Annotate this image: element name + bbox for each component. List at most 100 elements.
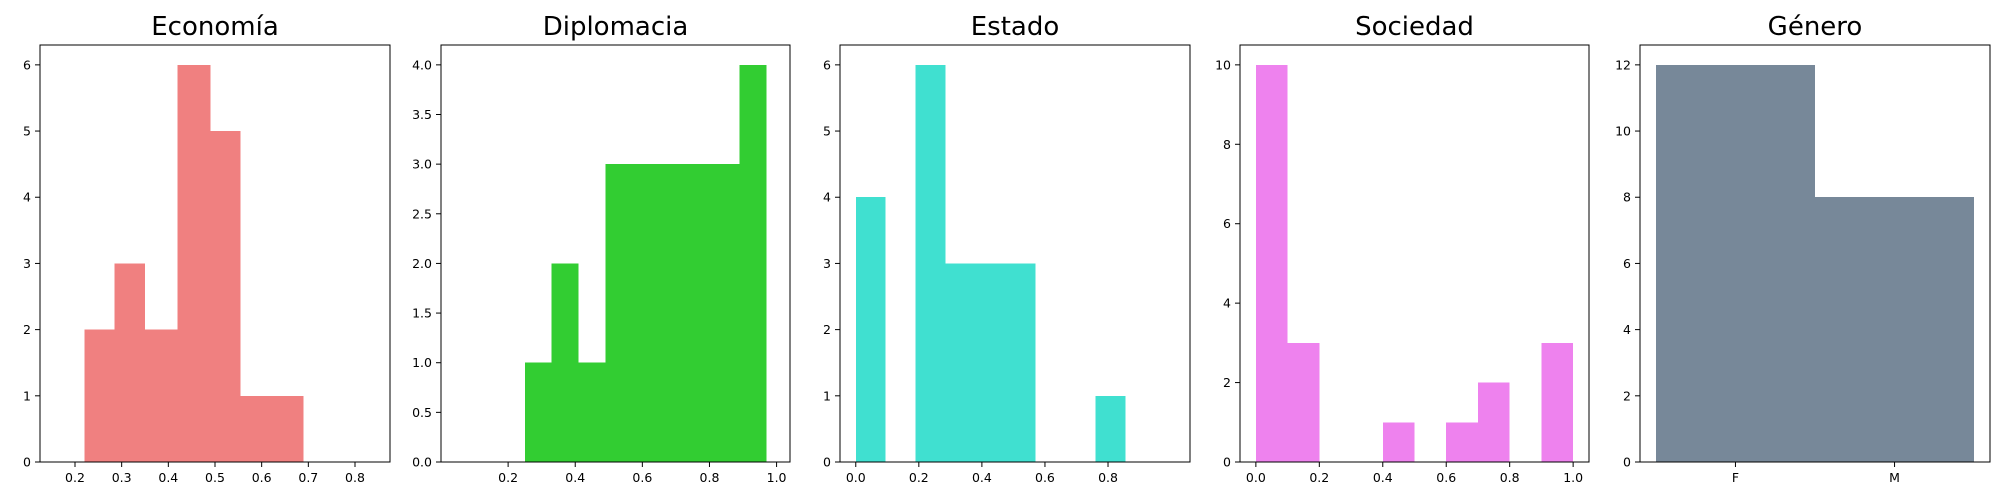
x-tick-label: 0.2 [498,470,518,485]
x-tick-label: 0.4 [972,470,992,485]
panel-sociedad: Sociedad 0.0 0.2 0.4 0.6 0.8 1.0 0 2 4 6 8 10 [1215,12,1590,485]
x-tick-label: 1.0 [767,470,787,485]
x-tick-label: 0.8 [700,470,720,485]
histogram-bar [1446,422,1478,462]
x-tick-label: 0.2 [909,470,929,485]
y-tick-label: 2.5 [412,206,432,221]
histogram-bar [659,164,686,462]
y-tick-label: 0.5 [412,405,432,420]
y-axis: 0.0 0.5 1.0 1.5 2.0 2.5 3.0 3.5 4.0 [412,57,441,470]
x-tick-label: 0.2 [1309,470,1329,485]
histogram-bar [975,263,1006,462]
y-tick-label: 2.0 [412,256,432,271]
histogram-bar [114,263,145,462]
x-axis: 0.0 0.2 0.4 0.6 0.8 1.0 [1246,462,1583,485]
x-tick-label: M [1889,470,1900,485]
y-tick-label: 3.5 [412,107,432,122]
x-tick-label: 0.6 [252,470,272,485]
histogram-bar [84,329,115,462]
histogram-bar [240,395,271,462]
y-tick-label: 3 [23,256,31,271]
x-axis: 0.0 0.2 0.4 0.6 0.8 [846,462,1118,485]
x-tick-label: 0.4 [565,470,585,485]
histogram-bar [945,263,976,462]
y-tick-label: 2 [1623,388,1631,403]
histogram-bar [712,164,740,462]
y-tick-label: 2 [823,322,831,337]
y-tick-label: 5 [23,124,31,139]
histogram-bar [1477,382,1510,462]
histogram-bar [1005,263,1036,462]
bars [1655,64,1975,462]
x-axis: 0.2 0.4 0.6 0.8 1.0 [498,462,787,485]
bars [1255,64,1574,462]
y-tick-label: 6 [23,57,31,72]
x-tick-label: 0.0 [846,470,866,485]
y-tick-label: 0 [823,455,831,470]
histogram-bar [551,263,579,462]
y-axis: 0 2 4 6 8 10 12 [1615,57,1640,470]
panel-economia: Economía 0.2 0.3 0.4 0.5 0.6 0.7 0.8 0 1 2 3 4 5 6 [23,12,391,485]
x-tick-label: 0.5 [205,470,225,485]
x-tick-label: 0.8 [1500,470,1520,485]
x-tick-label: 0.6 [632,470,652,485]
panel-estado: Estado 0.0 0.2 0.4 0.6 0.8 0 1 2 3 4 5 6 [823,12,1191,485]
plot-frame [440,44,791,463]
x-tick-label: 0.4 [158,470,178,485]
histogram-bar [739,64,767,462]
y-tick-label: 10 [1215,57,1231,72]
x-tick-label: 0.6 [1035,470,1055,485]
bars [524,64,767,462]
y-tick-label: 0 [1223,455,1231,470]
x-tick-label: 0.7 [298,470,318,485]
y-tick-label: 4 [1623,322,1631,337]
x-tick-label: F [1732,470,1739,485]
bars [855,64,1126,462]
y-tick-label: 10 [1615,124,1631,139]
bars [84,64,304,463]
plot-frame [839,44,1191,463]
histogram-bar [915,64,946,462]
y-tick-label: 0 [1623,455,1631,470]
histogram-bar [578,362,606,462]
histogram-bar [1095,395,1126,462]
y-tick-label: 6 [1223,216,1231,231]
y-tick-label: 1 [823,388,831,403]
histogram-bar [685,164,713,462]
y-tick-label: 1.0 [412,355,432,370]
y-axis: 0 2 4 6 8 10 [1215,57,1240,470]
x-tick-label: 0.8 [345,470,365,485]
y-tick-label: 4.0 [412,57,432,72]
histogram-bar [145,329,178,462]
x-tick-label: 0.3 [112,470,132,485]
y-tick-label: 6 [823,57,831,72]
x-tick-label: 0.8 [1098,470,1118,485]
y-tick-label: 2 [23,322,31,337]
chart-title: Estado [971,12,1060,42]
histogram-bar [210,131,241,463]
histogram-bar [1287,342,1320,462]
y-tick-label: 5 [823,124,831,139]
x-axis: 0.2 0.3 0.4 0.5 0.6 0.7 0.8 [65,462,365,485]
histogram-bar [855,197,886,462]
chart-title: Género [1768,12,1863,42]
y-axis: 0 1 2 3 4 5 6 [823,57,840,470]
y-tick-label: 12 [1615,57,1631,72]
y-axis: 0 1 2 3 4 5 6 [23,57,40,470]
histogram-bar [1541,342,1574,462]
y-tick-label: 4 [23,190,31,205]
y-tick-label: 2 [1223,375,1231,390]
panel-diplomacia: Diplomacia 0.2 0.4 0.6 0.8 1.0 0.0 0.5 1.0 1.5 2.… [412,12,791,485]
x-tick-label: 0.6 [1436,470,1456,485]
histogram-bar [1382,422,1415,462]
plot-frame [1239,44,1590,463]
histogram-bar [632,164,660,462]
histogram-bar [1815,197,1975,462]
y-tick-label: 0 [23,455,31,470]
x-tick-label: 0.2 [65,470,85,485]
chart-title: Sociedad [1355,12,1474,42]
x-tick-label: 1.0 [1563,470,1583,485]
